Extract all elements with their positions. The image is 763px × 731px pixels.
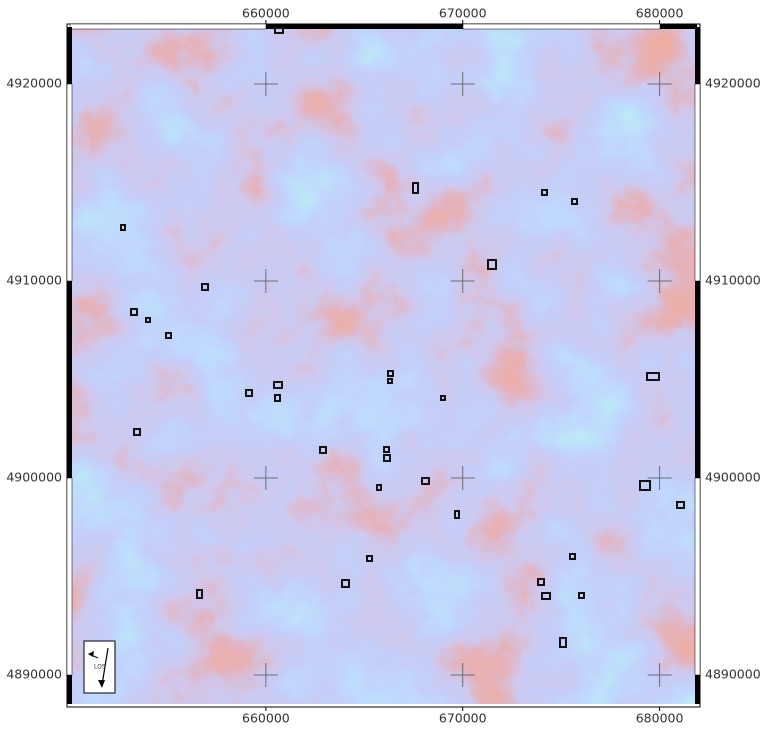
y-tick-label: 4920000 bbox=[705, 75, 761, 90]
y-tick-label: 4900000 bbox=[705, 469, 761, 484]
y-tick-label: 4920000 bbox=[6, 75, 62, 90]
y-tick-label: 4910000 bbox=[705, 272, 761, 287]
y-tick-label: 4910000 bbox=[6, 272, 62, 287]
y-tick-label: 4890000 bbox=[705, 667, 761, 682]
x-tick-label: 670000 bbox=[439, 711, 487, 726]
x-tick-label: 680000 bbox=[636, 711, 684, 726]
x-tick-label: 660000 bbox=[242, 711, 290, 726]
los-label: LOS bbox=[94, 664, 106, 671]
y-tick-label: 4890000 bbox=[6, 667, 62, 682]
x-tick-label: 660000 bbox=[242, 6, 290, 21]
page: LOS 660000 660000 670000 670000 680000 680000… bbox=[0, 0, 763, 731]
x-tick-label: 670000 bbox=[439, 6, 487, 21]
x-tick-label: 680000 bbox=[636, 6, 684, 21]
los-indicator: LOS bbox=[84, 641, 115, 693]
map-raster bbox=[70, 27, 697, 704]
map: LOS 660000 660000 670000 670000 680000 680000… bbox=[0, 0, 763, 731]
y-tick-label: 4900000 bbox=[6, 469, 62, 484]
